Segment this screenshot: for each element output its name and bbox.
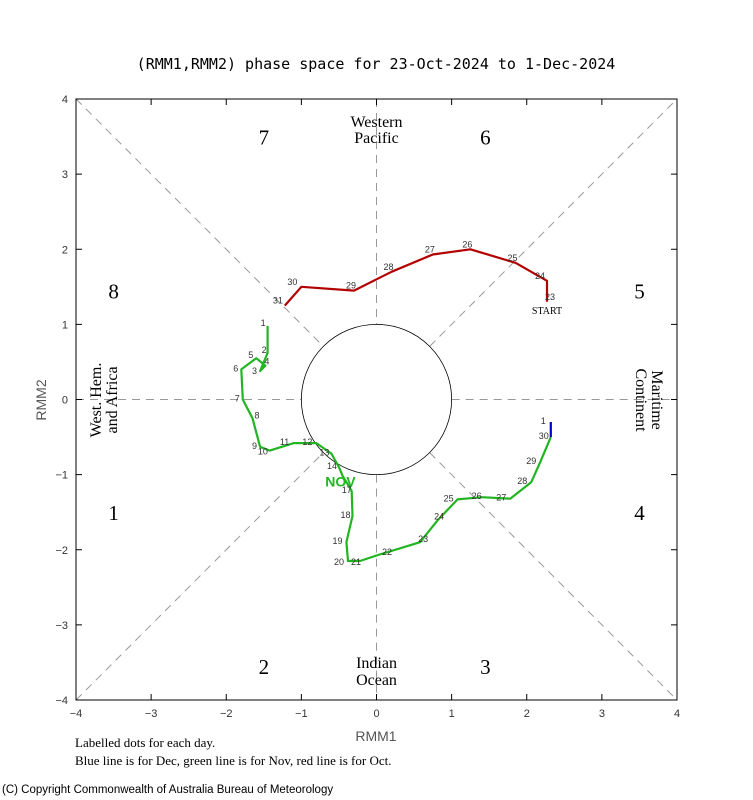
unit-amplitude-circle — [300, 323, 453, 476]
series-line-nov — [240, 325, 552, 563]
diagonal-guide-nw — [75, 98, 324, 347]
x-tick-label: −3 — [145, 708, 158, 720]
day-label: 24 — [434, 512, 444, 522]
day-label: 6 — [233, 363, 238, 373]
phase-number-6: 6 — [480, 126, 491, 150]
series-line-oct — [283, 248, 549, 307]
y-tick-label: 4 — [62, 94, 68, 106]
region-label-maritime-continent: Continent — [632, 368, 649, 432]
day-label: 24 — [535, 271, 545, 281]
x-tick-label: −2 — [220, 708, 233, 720]
copyright-notice: (C) Copyright Commonwealth of Australia … — [2, 784, 334, 796]
day-label: 1 — [261, 318, 266, 328]
phase-number-2: 2 — [259, 655, 270, 679]
region-label-indian-ocean: Indian — [356, 655, 397, 672]
x-tick-label: 3 — [599, 708, 605, 720]
chart-title: (RMM1,RMM2) phase space for 23-Oct-2024 … — [137, 55, 616, 73]
x-tick-label: −1 — [295, 708, 308, 720]
day-label: 4 — [264, 357, 269, 367]
y-tick-label: −3 — [55, 620, 68, 632]
phase-number-7: 7 — [259, 126, 270, 150]
mjo-phase-diagram: (RMM1,RMM2) phase space for 23-Oct-2024 … — [33, 55, 680, 744]
phase-number-8: 8 — [108, 280, 119, 304]
day-label: 20 — [334, 557, 344, 567]
day-label: 28 — [517, 476, 527, 486]
day-label: 14 — [327, 461, 337, 471]
day-label: 11 — [280, 437, 289, 447]
day-label: 2 — [262, 345, 267, 355]
month-label-nov: NOV — [325, 474, 356, 490]
region-label-maritime-continent: Maritime — [648, 370, 665, 430]
y-tick-label: 1 — [62, 319, 68, 331]
day-label: 30 — [539, 431, 549, 441]
start-label: START — [532, 306, 562, 317]
y-tick-label: 3 — [62, 169, 68, 181]
diagonal-guide-ne — [429, 98, 678, 347]
day-label: 9 — [252, 441, 257, 451]
phase-number-4: 4 — [634, 501, 645, 525]
y-axis-label: RMM2 — [33, 379, 49, 420]
y-tick-label: −4 — [55, 695, 68, 707]
x-axis-label: RMM1 — [355, 728, 396, 744]
phase-number-1: 1 — [108, 501, 119, 525]
region-label-indian-ocean: Ocean — [356, 672, 397, 689]
x-tick-label: 4 — [674, 708, 680, 720]
day-label: 27 — [496, 493, 506, 503]
day-label: 28 — [384, 262, 394, 272]
day-label: 23 — [418, 534, 428, 544]
day-label: 22 — [382, 547, 392, 557]
region-label-western-pacific: Pacific — [354, 130, 398, 147]
day-label: 26 — [462, 239, 472, 249]
day-label: 23 — [545, 292, 555, 302]
day-label: 26 — [472, 491, 482, 501]
day-label: 3 — [252, 366, 257, 376]
region-label-west-hem-africa: and Africa — [104, 366, 121, 433]
x-tick-label: 1 — [449, 708, 455, 720]
day-label: 30 — [287, 277, 297, 287]
region-label-west-hem-africa: West. Hem. — [88, 363, 105, 438]
diagonal-guide-sw — [75, 452, 324, 701]
day-label: 25 — [507, 253, 517, 263]
x-tick-label: −4 — [70, 708, 83, 720]
x-tick-label: 2 — [524, 708, 530, 720]
x-tick-label: 0 — [373, 708, 379, 720]
day-label: 31 — [273, 296, 283, 306]
day-label: 27 — [425, 245, 435, 255]
day-label: 12 — [302, 437, 312, 447]
day-label: 10 — [258, 447, 268, 457]
footnote-daily-dots: Labelled dots for each day. — [75, 735, 216, 750]
day-label: 21 — [351, 557, 361, 567]
day-label: 1 — [541, 416, 546, 426]
y-tick-label: 2 — [62, 244, 68, 256]
phase-number-3: 3 — [480, 655, 491, 679]
phase-number-5: 5 — [634, 280, 645, 304]
diagonal-guide-se — [429, 452, 678, 701]
y-tick-label: 0 — [62, 395, 68, 407]
y-tick-label: −2 — [55, 545, 68, 557]
day-label: 17 — [342, 485, 352, 495]
day-label: 5 — [248, 350, 253, 360]
y-tick-label: −1 — [55, 470, 68, 482]
day-label: 8 — [255, 410, 260, 420]
day-label: 18 — [340, 510, 350, 520]
day-label: 7 — [235, 394, 240, 404]
day-label: 29 — [526, 456, 536, 466]
day-label: 29 — [346, 281, 356, 291]
day-label: 13 — [319, 448, 329, 458]
region-label-western-pacific: Western — [350, 114, 402, 131]
day-label: 25 — [444, 493, 454, 503]
footnote-line-colors: Blue line is for Dec, green line is for … — [75, 753, 392, 768]
day-label: 19 — [332, 536, 342, 546]
